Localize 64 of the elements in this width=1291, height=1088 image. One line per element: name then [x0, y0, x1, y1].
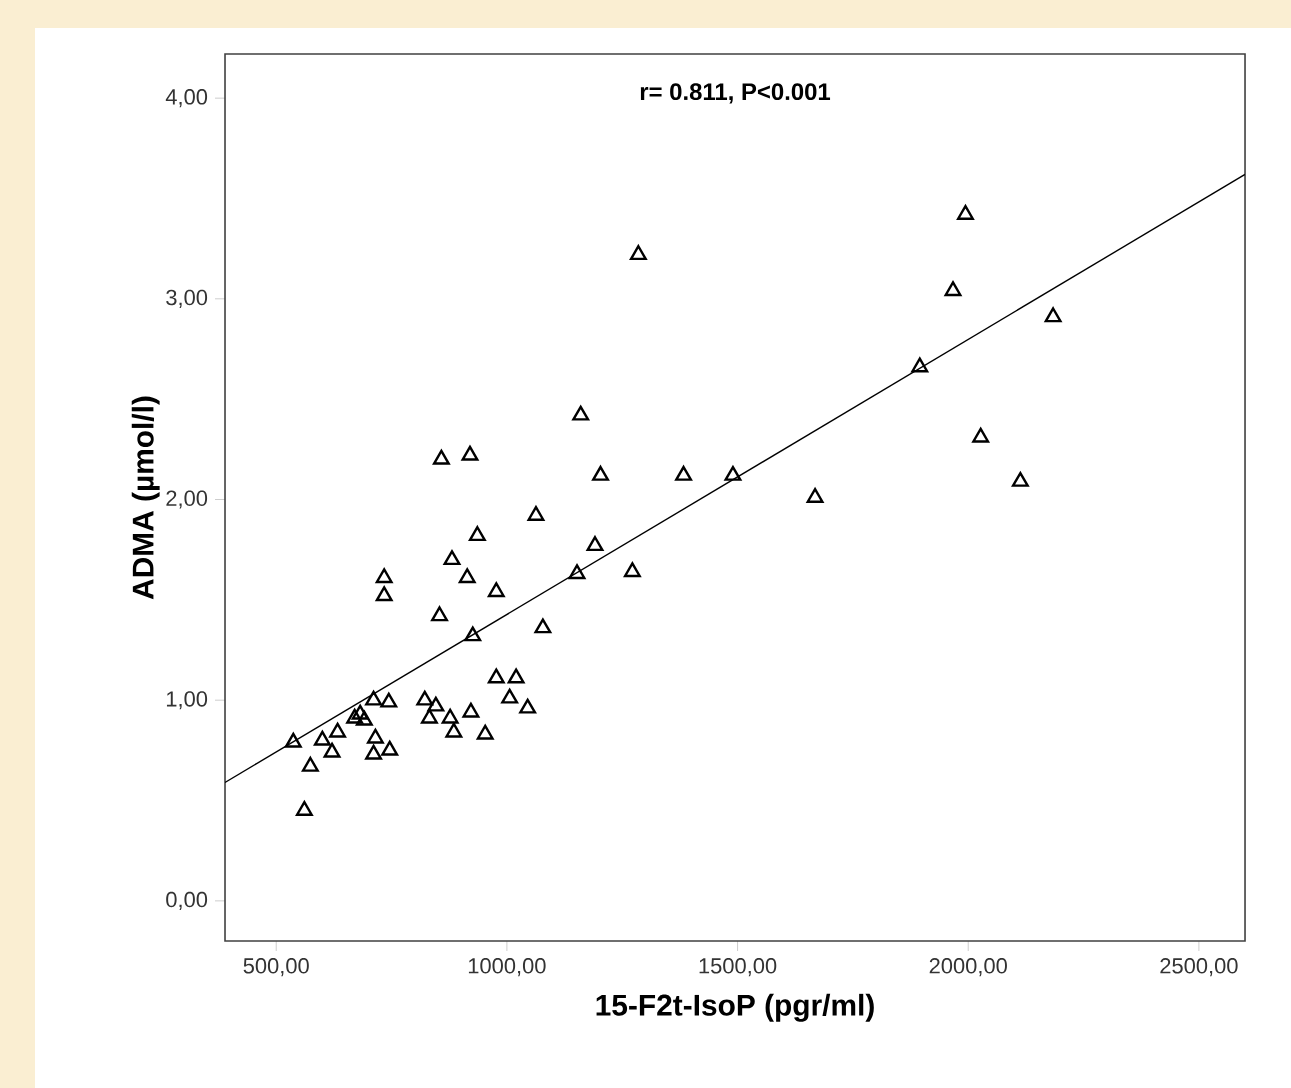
y-tick-label: 1,00 [166, 691, 208, 710]
point [675, 465, 693, 481]
point [806, 487, 824, 503]
point [355, 710, 373, 726]
point [501, 688, 519, 704]
point [724, 465, 742, 481]
point [1044, 307, 1062, 323]
point [461, 445, 479, 461]
x-tick-label: 500,00 [243, 958, 309, 977]
point [301, 756, 319, 772]
x-tick-label: 1500,00 [699, 958, 777, 977]
point [629, 245, 647, 261]
point [527, 505, 545, 521]
point [416, 690, 434, 706]
point [568, 564, 586, 580]
point [432, 449, 450, 465]
point [380, 692, 398, 708]
point [487, 582, 505, 598]
point [284, 732, 302, 748]
point [519, 698, 537, 714]
point [507, 668, 525, 684]
point [462, 702, 480, 718]
point [534, 618, 552, 634]
point [956, 204, 974, 220]
point [427, 696, 445, 712]
y-axis-title: ADMA (µmol/l) [131, 396, 160, 600]
annotation: r= 0.811, P<0.001 [640, 83, 831, 104]
point [911, 357, 929, 373]
point [476, 724, 494, 740]
point [323, 742, 341, 758]
point [572, 405, 590, 421]
point [365, 744, 383, 760]
point [351, 704, 369, 720]
point [313, 730, 331, 746]
x-tick-label: 2000,00 [929, 958, 1007, 977]
point [944, 281, 962, 297]
point [445, 722, 463, 738]
point [375, 586, 393, 602]
point [464, 626, 482, 642]
point [375, 568, 393, 584]
x-tick-label: 1000,00 [468, 958, 546, 977]
point [468, 526, 486, 542]
point [443, 550, 461, 566]
point [458, 568, 476, 584]
x-axis-title: 15-F2t-IsoP (pgr/ml) [596, 993, 874, 1022]
point [381, 740, 399, 756]
point [366, 728, 384, 744]
point [592, 465, 610, 481]
point [441, 708, 459, 724]
point [972, 427, 990, 443]
y-tick-label: 2,00 [166, 490, 208, 509]
y-tick-label: 0,00 [166, 891, 208, 910]
point [586, 536, 604, 552]
y-tick-label: 4,00 [165, 89, 208, 108]
point [346, 708, 364, 724]
y-tick-label: 3,00 [166, 289, 208, 308]
x-tick-label: 2500,00 [1160, 958, 1238, 977]
point [295, 800, 313, 816]
point [329, 722, 347, 738]
point [623, 562, 641, 578]
point [431, 606, 449, 622]
point [365, 690, 383, 706]
point [487, 668, 505, 684]
point [1011, 471, 1029, 487]
